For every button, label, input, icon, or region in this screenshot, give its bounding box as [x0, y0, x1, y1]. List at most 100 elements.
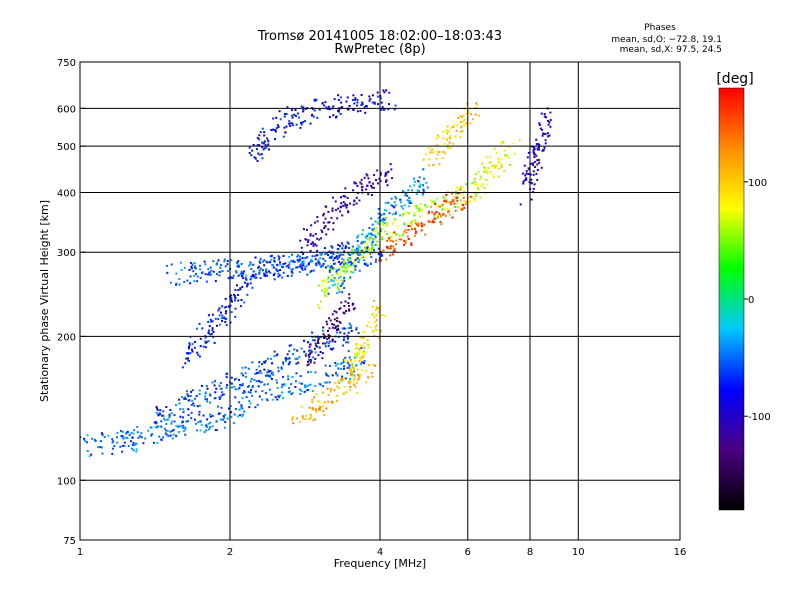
- data-point: [429, 205, 432, 208]
- data-point: [345, 310, 348, 312]
- data-point: [481, 182, 484, 185]
- data-point: [173, 420, 176, 423]
- data-point: [347, 265, 350, 268]
- data-point: [548, 121, 551, 124]
- data-point: [419, 209, 422, 212]
- data-point: [334, 382, 337, 385]
- data-point: [532, 187, 535, 190]
- data-point: [431, 221, 434, 224]
- data-point: [525, 178, 528, 181]
- data-point: [162, 414, 165, 417]
- data-point: [396, 233, 399, 236]
- data-point: [356, 240, 359, 243]
- data-point: [322, 333, 325, 336]
- data-point: [361, 233, 364, 236]
- data-point: [381, 238, 384, 241]
- data-point: [473, 199, 476, 202]
- data-point: [378, 177, 381, 180]
- data-point: [325, 320, 328, 323]
- data-point: [320, 265, 322, 268]
- data-point: [323, 291, 326, 294]
- data-point: [207, 422, 210, 425]
- data-point: [334, 327, 337, 330]
- data-point: [342, 195, 345, 197]
- data-point: [294, 358, 297, 360]
- data-point: [380, 218, 383, 221]
- data-point: [101, 452, 104, 455]
- data-point: [314, 351, 317, 354]
- data-point: [342, 201, 345, 203]
- data-point: [306, 273, 309, 276]
- data-point: [452, 125, 455, 128]
- data-point: [188, 268, 191, 271]
- data-point: [376, 182, 379, 185]
- data-point: [314, 342, 317, 345]
- data-point: [376, 306, 379, 309]
- data-point: [336, 329, 338, 331]
- data-point: [372, 227, 375, 230]
- data-point: [456, 199, 459, 202]
- data-point: [380, 250, 383, 253]
- data-point: [349, 257, 352, 260]
- data-point: [355, 182, 357, 185]
- data-point: [348, 356, 351, 359]
- data-point: [312, 408, 315, 411]
- data-point: [318, 382, 321, 385]
- data-point: [324, 342, 327, 345]
- data-point: [353, 379, 356, 382]
- data-point: [378, 307, 380, 310]
- data-point: [318, 263, 321, 266]
- data-point: [165, 406, 168, 408]
- data-point: [335, 319, 338, 322]
- data-point: [187, 399, 190, 402]
- data-point: [261, 146, 264, 149]
- data-point: [354, 265, 357, 267]
- data-point: [439, 213, 442, 216]
- data-point: [211, 381, 214, 384]
- data-point: [331, 207, 334, 210]
- data-point: [83, 437, 86, 440]
- data-point: [483, 186, 486, 189]
- data-point: [452, 142, 455, 145]
- data-point: [251, 394, 254, 397]
- data-point: [444, 129, 447, 132]
- data-point: [445, 193, 448, 196]
- data-point: [223, 258, 226, 261]
- data-point: [487, 167, 490, 169]
- data-point: [130, 431, 133, 434]
- data-point: [405, 211, 408, 214]
- data-point: [431, 219, 434, 222]
- data-point: [241, 407, 244, 410]
- data-point: [264, 392, 267, 395]
- data-point: [441, 208, 444, 211]
- chart-subtitle: RwPretec (8p): [334, 42, 425, 57]
- data-point: [474, 173, 477, 176]
- data-point: [338, 386, 340, 389]
- data-point: [358, 249, 361, 252]
- data-point: [247, 385, 249, 388]
- data-point: [331, 326, 334, 329]
- data-point: [409, 185, 411, 188]
- data-point: [356, 250, 359, 253]
- data-point: [366, 339, 369, 342]
- data-point: [312, 419, 315, 422]
- data-point: [269, 261, 272, 264]
- data-point: [271, 371, 274, 374]
- data-point: [185, 420, 188, 423]
- data-point: [258, 380, 260, 382]
- data-point: [185, 390, 188, 393]
- data-point: [253, 378, 256, 381]
- data-point: [291, 116, 294, 119]
- data-point: [331, 313, 334, 316]
- data-point: [464, 124, 467, 127]
- data-point: [112, 447, 114, 450]
- data-point: [266, 383, 269, 386]
- data-point: [318, 262, 321, 265]
- data-point: [415, 193, 418, 196]
- data-point: [190, 390, 193, 393]
- data-point: [367, 248, 370, 251]
- data-point: [549, 111, 552, 114]
- data-point: [205, 385, 208, 388]
- data-point: [369, 326, 372, 328]
- data-point: [361, 255, 364, 258]
